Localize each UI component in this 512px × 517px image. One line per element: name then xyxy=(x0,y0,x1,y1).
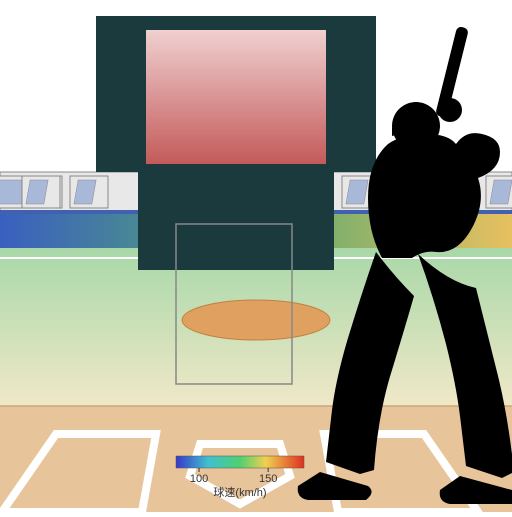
speed-tick-label: 100 xyxy=(190,473,208,485)
pitch-location-diagram: 100 150球速(km/h) xyxy=(0,0,512,512)
speed-label: 球速(km/h) xyxy=(213,485,266,499)
speed-tick-label: 150 xyxy=(259,473,277,485)
pitchers-mound xyxy=(182,300,330,340)
batter-hands xyxy=(438,98,462,122)
scoreboard-pillar xyxy=(138,172,334,270)
scoreboard-screen xyxy=(146,30,326,164)
stadium-svg: 100 150球速(km/h) xyxy=(0,0,512,512)
speed-colorbar xyxy=(176,456,304,468)
